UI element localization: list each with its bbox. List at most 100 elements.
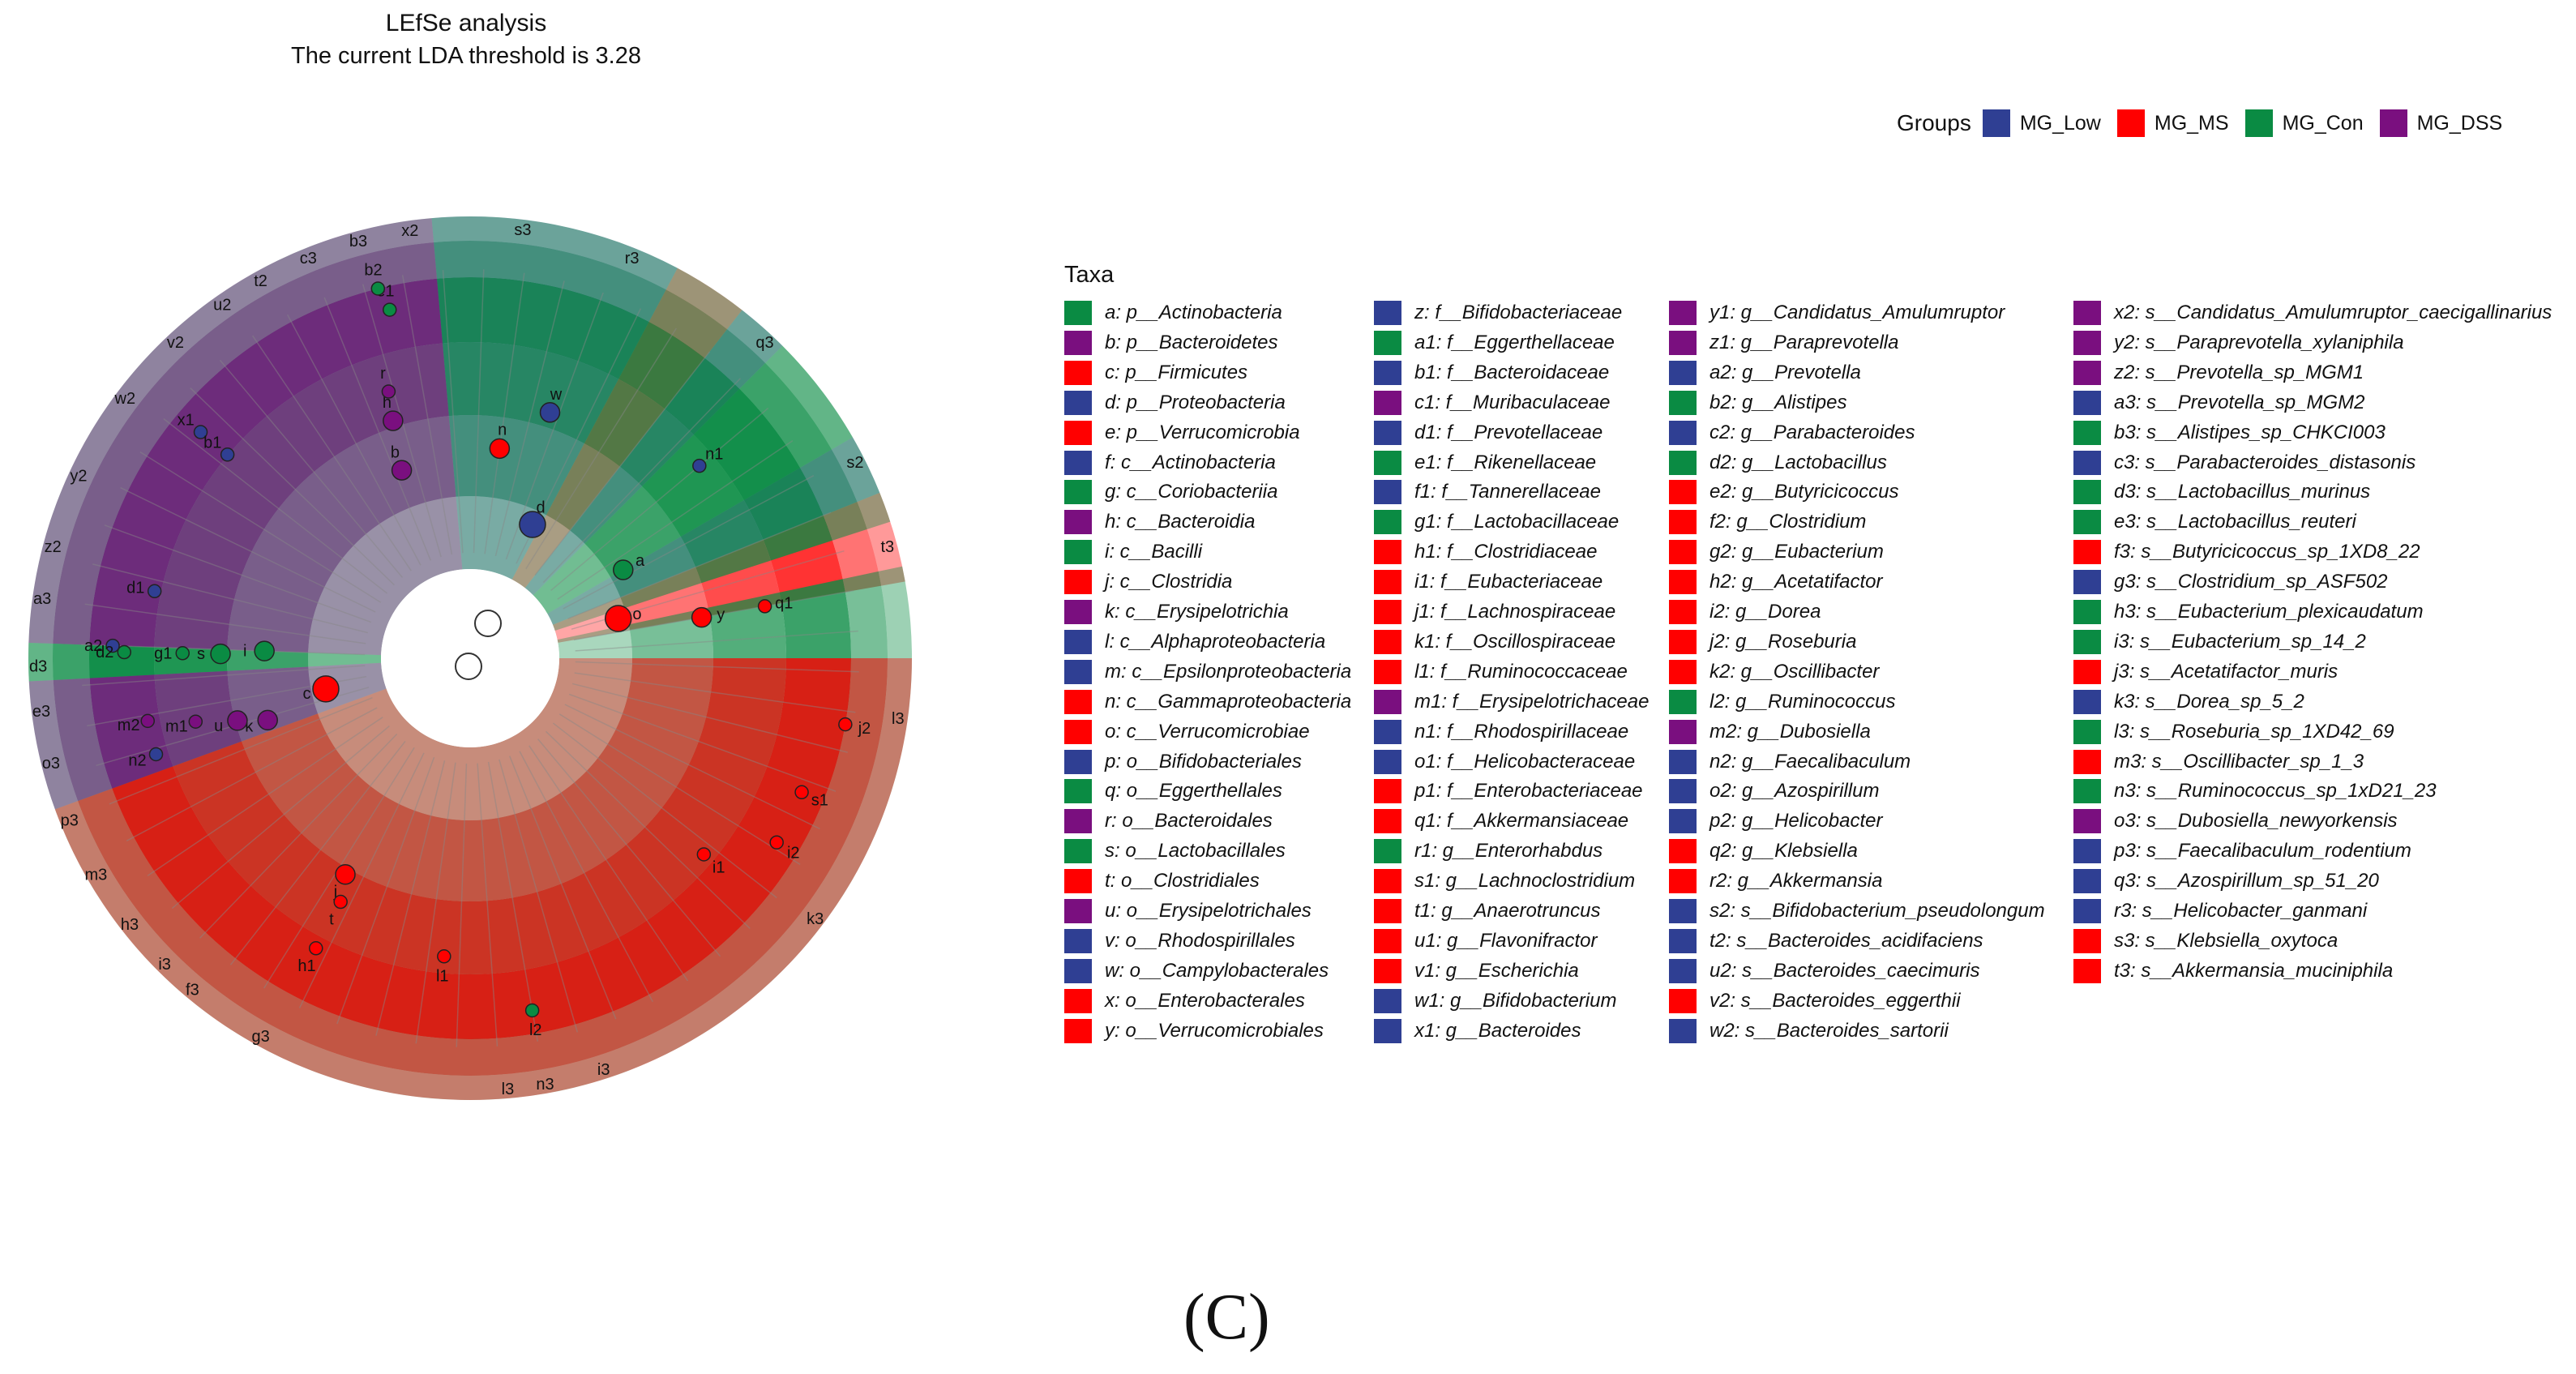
taxa-legend-item: v1: g__Escherichia xyxy=(1374,957,1579,986)
clade-node xyxy=(333,894,348,910)
clade-node-label: h1 xyxy=(297,957,315,975)
taxa-legend-item: x2: s__Candidatus_Amulumruptor_caecigall… xyxy=(2073,298,2552,327)
taxa-legend-item: u2: s__Bacteroides_caecimuris xyxy=(1669,957,1980,986)
taxa-legend-item: h2: g__Acetatifactor xyxy=(1669,567,1882,597)
outer-clade-label: y2 xyxy=(70,468,87,486)
tree-branch xyxy=(82,665,366,687)
tree-branch xyxy=(323,297,431,561)
outer-clade-label: h3 xyxy=(121,916,139,934)
tree-branch xyxy=(487,761,539,1042)
clade-sector xyxy=(28,218,434,644)
clade-node xyxy=(605,605,632,632)
taxa-label: m1: f__Erysipelotrichaceae xyxy=(1414,690,1650,713)
taxa-swatch xyxy=(1064,510,1092,535)
taxa-legend-item: f1: f__Tannerellaceae xyxy=(1374,477,1601,507)
taxa-legend-item: d: p__Proteobacteria xyxy=(1064,388,1286,417)
taxa-legend-item: v: o__Rhodospirillales xyxy=(1064,927,1295,956)
taxa-legend: a: p__Actinobacteria b: p__Bacteroidetes c… xyxy=(1064,298,2572,1060)
outer-clade-label: t2 xyxy=(254,272,267,290)
groups-legend: Groups MG_Low MG_MS MG_Con MG_DSS xyxy=(1897,109,2518,137)
taxa-label: r1: g__Enterorhabdus xyxy=(1414,840,1603,862)
taxa-label: d3: s__Lactobacillus_murinus xyxy=(2114,481,2371,503)
outer-clade-label: a3 xyxy=(33,590,51,608)
taxa-label: z: f__Bifidobacteriaceae xyxy=(1414,302,1623,323)
taxa-legend-item: p3: s__Faecalibaculum_rodentium xyxy=(2073,837,2411,866)
taxa-legend-item: l2: g__Ruminococcus xyxy=(1669,687,1895,717)
group-name: MG_Con xyxy=(2282,111,2364,135)
clade-sector xyxy=(242,658,713,901)
clade-node xyxy=(696,847,712,862)
groups-legend-title: Groups xyxy=(1897,110,1971,135)
taxa-legend-item: r1: g__Enterorhabdus xyxy=(1374,837,1603,866)
taxa-legend-item: g1: f__Lactobacillaceae xyxy=(1374,507,1619,537)
taxa-label: h2: g__Acetatifactor xyxy=(1709,571,1883,593)
taxa-legend-item: k: c__Erysipelotrichia xyxy=(1064,597,1289,627)
taxa-swatch xyxy=(1669,629,1697,654)
taxa-label: v: o__Rhodospirillales xyxy=(1105,929,1295,952)
taxa-legend-item: q1: f__Akkermansiaceae xyxy=(1374,807,1628,836)
clade-sector xyxy=(53,242,438,645)
outer-clade-label: s3 xyxy=(514,221,531,239)
clade-node xyxy=(794,785,809,800)
taxa-label: t3: s__Akkermansia_muciniphila xyxy=(2114,959,2394,982)
clade-node xyxy=(309,941,323,956)
taxa-legend-item: c3: s__Parabacteroides_distasonis xyxy=(2073,448,2416,477)
taxa-label: l2: g__Ruminococcus xyxy=(1709,690,1896,713)
taxa-swatch xyxy=(1669,360,1697,385)
outer-clade-label: v2 xyxy=(167,334,184,352)
taxa-swatch xyxy=(1064,480,1092,505)
clade-node-label: i2 xyxy=(787,845,800,862)
taxa-label: f: c__Actinobacteria xyxy=(1105,451,1276,473)
taxa-legend-item: s1: g__Lachnoclostridium xyxy=(1374,867,1635,896)
outer-clade-label: f3 xyxy=(186,981,199,999)
taxa-legend-item: n1: f__Rhodospirillaceae xyxy=(1374,717,1628,747)
taxa-swatch xyxy=(2073,749,2101,774)
clade-node xyxy=(147,584,162,599)
clade-node xyxy=(254,640,275,661)
taxa-legend-item: a2: g__Prevotella xyxy=(1669,358,1861,387)
clade-node xyxy=(539,402,561,423)
taxa-legend-item: c: p__Firmicutes xyxy=(1064,358,1247,387)
taxa-legend-item: y: o__Verrucomicrobiales xyxy=(1064,1017,1324,1046)
taxa-swatch xyxy=(1374,450,1401,475)
outer-clade-label: b3 xyxy=(349,233,367,250)
taxa-label: b1: f__Bacteroidaceae xyxy=(1414,361,1610,383)
taxa-legend-item: i2: g__Dorea xyxy=(1669,597,1821,627)
taxa-legend-item: p1: f__Enterobacteriaceae xyxy=(1374,777,1643,806)
taxa-legend-item: j1: f__Lachnospiraceae xyxy=(1374,597,1615,627)
taxa-swatch xyxy=(1374,1018,1401,1043)
tree-branch xyxy=(109,697,373,805)
tree-branch xyxy=(563,474,815,610)
clade-node xyxy=(613,559,634,580)
root-node xyxy=(474,610,502,637)
taxa-label: c1: f__Muribaculaceae xyxy=(1414,391,1611,413)
taxa-legend-item: o1: f__Helicobacteraceae xyxy=(1374,747,1635,777)
clade-node xyxy=(148,747,164,762)
tree-branch xyxy=(537,738,721,957)
taxa-legend-item: l: c__Alphaproteobacteria xyxy=(1064,627,1325,657)
clade-node-label: o xyxy=(632,606,641,623)
tree-branch xyxy=(456,763,468,1047)
taxa-legend-item: d2: g__Lactobacillus xyxy=(1669,448,1887,477)
tree-branch xyxy=(190,387,396,586)
taxa-legend-item: h3: s__Eubacterium_plexicaudatum xyxy=(2073,597,2424,627)
taxa-swatch xyxy=(1374,420,1401,445)
clade-node xyxy=(383,410,404,431)
taxa-swatch xyxy=(2073,330,2101,355)
taxa-swatch xyxy=(1669,450,1697,475)
tree-branch xyxy=(557,439,794,600)
taxa-swatch xyxy=(1374,779,1401,804)
taxa-swatch xyxy=(2073,450,2101,475)
taxa-swatch xyxy=(1669,330,1697,355)
taxa-label: b: p__Bacteroidetes xyxy=(1105,331,1278,353)
taxa-swatch xyxy=(1669,390,1697,415)
taxa-swatch xyxy=(2073,659,2101,684)
taxa-label: g2: g__Eubacterium xyxy=(1709,541,1884,563)
taxa-label: p1: f__Enterobacteriaceae xyxy=(1414,780,1643,803)
taxa-label: a3: s__Prevotella_sp_MGM2 xyxy=(2114,391,2365,413)
tree-branch xyxy=(494,280,565,557)
tree-branch xyxy=(147,717,383,877)
outer-clade-label: p3 xyxy=(61,812,79,830)
taxa-legend-item: t3: s__Akkermansia_muciniphila xyxy=(2073,957,2393,986)
taxa-legend-item: w: o__Campylobacterales xyxy=(1064,957,1329,986)
